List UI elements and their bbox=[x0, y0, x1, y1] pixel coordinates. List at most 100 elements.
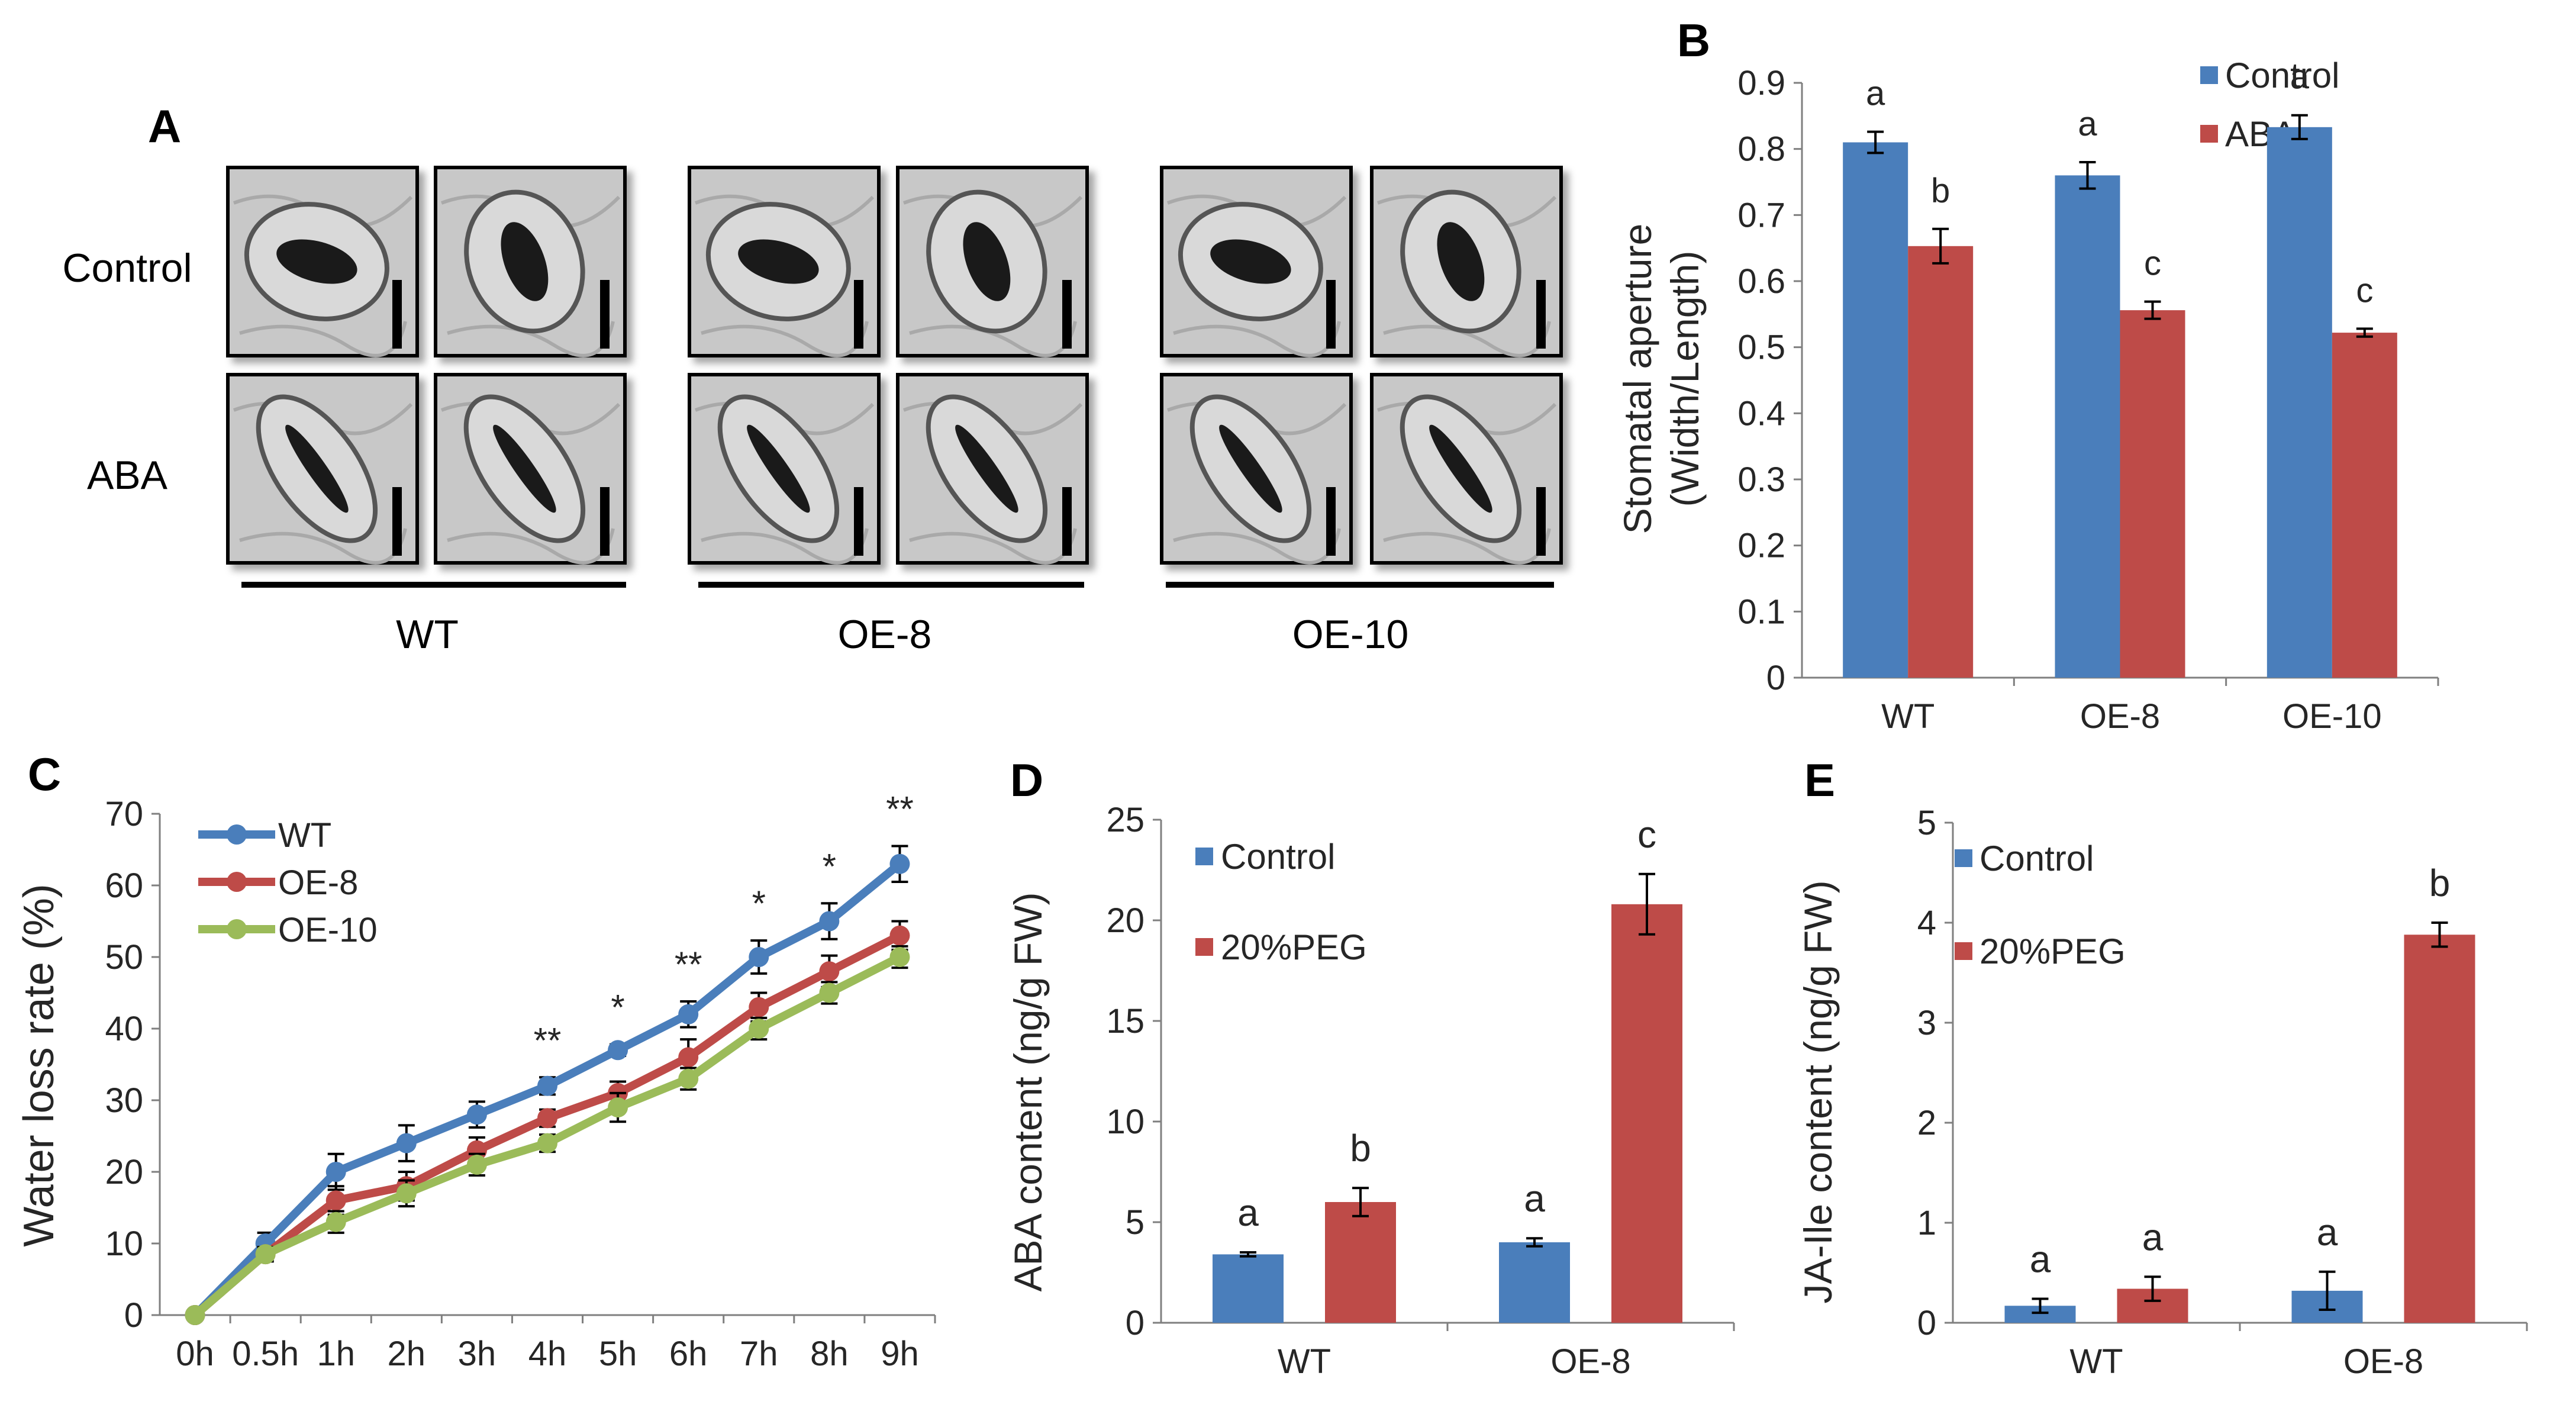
data-point-oe-10 bbox=[678, 1068, 699, 1089]
stomatal-pore bbox=[501, 222, 549, 301]
panel-c-label: C bbox=[28, 748, 61, 800]
y-tick-label: 50 bbox=[105, 938, 143, 977]
x-tick-label: 7h bbox=[740, 1335, 778, 1373]
stomatal-pore bbox=[1437, 222, 1485, 301]
significance-mark: * bbox=[611, 988, 624, 1027]
stomatal-pore bbox=[747, 424, 810, 513]
significance-letter: a bbox=[1866, 75, 1885, 113]
bar-peg bbox=[1325, 1202, 1396, 1323]
data-point-oe-8 bbox=[678, 1047, 699, 1068]
data-point-oe-10 bbox=[537, 1133, 557, 1154]
y-tick-label: 40 bbox=[105, 1010, 143, 1048]
error-bar bbox=[2319, 1270, 2336, 1312]
panel-b-chart: B Stomatal aperture (Width/Length) Contr… bbox=[1616, 14, 2439, 736]
data-point-oe-8 bbox=[466, 1140, 487, 1161]
legend-marker-oe-10 bbox=[227, 919, 247, 939]
scale-bar bbox=[392, 487, 402, 556]
panel-a-label: A bbox=[148, 100, 181, 152]
micrograph-grid bbox=[226, 166, 1563, 565]
panel-a: A Control ABA WT OE-8 OE-10 bbox=[62, 100, 1563, 657]
micrograph-control-6 bbox=[1370, 166, 1563, 357]
micrograph-control-4 bbox=[896, 166, 1089, 357]
data-point-oe-10 bbox=[185, 1305, 205, 1325]
y-tick-label: 0 bbox=[124, 1296, 143, 1335]
legend-label-control: Control bbox=[1979, 839, 2094, 878]
data-point-oe-8 bbox=[819, 961, 840, 982]
significance-mark: ** bbox=[675, 945, 702, 984]
data-point-oe-10 bbox=[608, 1097, 628, 1118]
x-tick-label: 9h bbox=[881, 1335, 919, 1373]
legend-marker-wt bbox=[227, 824, 247, 845]
micrograph-control-3 bbox=[688, 166, 881, 357]
significance-mark: ** bbox=[534, 1020, 562, 1060]
x-tick-label: 5h bbox=[599, 1335, 637, 1373]
error-bar bbox=[2079, 161, 2096, 190]
error-bar bbox=[2144, 300, 2161, 320]
significance-letter: b bbox=[2429, 862, 2451, 904]
group-label-oe10: OE-10 bbox=[1292, 612, 1409, 657]
error-bar bbox=[1352, 1187, 1369, 1217]
stomatal-pore bbox=[285, 424, 349, 513]
legend-label-control: Control bbox=[1221, 837, 1335, 877]
micrograph-aba-6 bbox=[1370, 373, 1563, 565]
group-label-oe8: OE-8 bbox=[838, 612, 932, 657]
y-tick-label: 3 bbox=[1917, 1004, 1936, 1042]
y-tick-label: 0.7 bbox=[1737, 196, 1785, 234]
panel-e-label: E bbox=[1804, 754, 1835, 806]
data-point-oe-10 bbox=[255, 1244, 276, 1265]
x-tick-label: OE-8 bbox=[2080, 697, 2160, 736]
stomatal-pore bbox=[1219, 424, 1282, 513]
x-tick-label: 8h bbox=[810, 1335, 849, 1373]
micrograph-aba-2 bbox=[434, 373, 627, 565]
error-bar bbox=[1526, 1237, 1543, 1248]
y-tick-label: 0.2 bbox=[1737, 527, 1785, 565]
x-tick-label: OE-8 bbox=[1550, 1342, 1630, 1381]
data-point-oe-10 bbox=[466, 1154, 487, 1175]
data-point-wt bbox=[537, 1075, 557, 1096]
y-tick-label: 0 bbox=[1766, 659, 1785, 697]
bar-aba bbox=[2120, 310, 2185, 678]
error-bar bbox=[1932, 227, 1949, 265]
error-bar bbox=[2144, 1275, 2161, 1302]
significance-letter: a bbox=[2078, 105, 2097, 143]
y-tick-label: 10 bbox=[1106, 1103, 1144, 1141]
x-tick-label: WT bbox=[1881, 697, 1935, 736]
scale-bar bbox=[854, 280, 863, 349]
panel-d-chart: D ABA content (ng/g FW) Control 20%PEG 0… bbox=[1006, 754, 1735, 1381]
x-tick-label: 2h bbox=[388, 1335, 426, 1373]
data-point-oe-8 bbox=[537, 1108, 557, 1129]
data-point-oe-8 bbox=[889, 925, 910, 946]
significance-mark: * bbox=[752, 884, 766, 923]
legend-label-wt: WT bbox=[278, 816, 331, 855]
bar-control bbox=[1499, 1242, 1570, 1323]
legend: Control 20%PEG bbox=[1955, 839, 2126, 971]
legend-swatch-control bbox=[2200, 66, 2218, 84]
y-axis-title-line2: (Width/Length) bbox=[1663, 251, 1707, 507]
x-tick-label: OE-8 bbox=[2343, 1342, 2423, 1381]
stomatal-pore bbox=[955, 424, 1018, 513]
significance-letter: a bbox=[2030, 1238, 2051, 1280]
error-bar bbox=[2291, 114, 2308, 140]
significance-letter: b bbox=[1350, 1127, 1371, 1169]
significance-letter: a bbox=[2290, 58, 2310, 96]
data-point-wt bbox=[608, 1040, 628, 1061]
x-tick-label: 0.5h bbox=[232, 1335, 299, 1373]
scale-bar bbox=[1536, 487, 1546, 556]
scale-bar bbox=[1326, 280, 1336, 349]
x-tick-label: 4h bbox=[528, 1335, 567, 1373]
significance-letter: c bbox=[2144, 244, 2161, 283]
y-axis-title: ABA content (ng/g FW) bbox=[1006, 893, 1050, 1292]
legend-label-oe-10: OE-10 bbox=[278, 911, 378, 949]
stomatal-pore bbox=[493, 424, 556, 513]
y-tick-label: 0.1 bbox=[1737, 592, 1785, 631]
scale-bar bbox=[600, 487, 610, 556]
y-tick-label: 0.8 bbox=[1737, 130, 1785, 169]
y-tick-label: 2 bbox=[1917, 1104, 1936, 1142]
legend-swatch-peg bbox=[1195, 938, 1213, 956]
micrograph-control-2 bbox=[434, 166, 627, 357]
legend-swatch-control bbox=[1195, 848, 1213, 865]
data-point-wt bbox=[678, 1004, 699, 1024]
stomatal-pore bbox=[1429, 424, 1492, 513]
data-point-wt bbox=[396, 1133, 417, 1154]
significance-letter: a bbox=[2142, 1216, 2164, 1258]
